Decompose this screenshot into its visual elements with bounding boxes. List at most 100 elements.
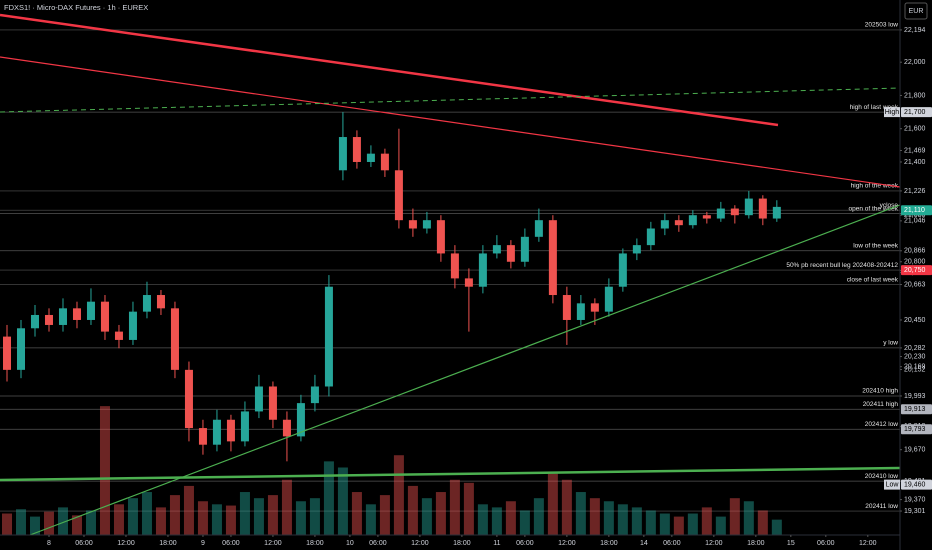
candle-body bbox=[492, 245, 501, 254]
y-tick-label: 20,800 bbox=[904, 259, 926, 266]
price-badge-label: 21,700 bbox=[904, 109, 926, 116]
volume-bar bbox=[295, 501, 306, 535]
volume-bar bbox=[197, 501, 208, 535]
y-tick-label: 20,663 bbox=[904, 281, 926, 288]
y-tick-label: 21,800 bbox=[904, 92, 926, 99]
x-tick-label: 12:00 bbox=[117, 540, 135, 547]
x-tick-label: 8 bbox=[47, 540, 51, 547]
volume-bar bbox=[57, 507, 68, 535]
volume-bar bbox=[71, 515, 82, 535]
level-label: 50% pb recent bull leg 202408-202412 bbox=[786, 262, 898, 269]
x-tick-label: 9 bbox=[201, 540, 205, 547]
price-badge-label: 19,460 bbox=[904, 481, 926, 488]
volume-bar bbox=[225, 505, 236, 535]
volume-bar bbox=[127, 498, 138, 535]
candle-body bbox=[16, 328, 25, 370]
price-badge bbox=[901, 424, 932, 435]
y-tick-label: 19,993 bbox=[904, 393, 926, 400]
volume-bar bbox=[1, 513, 12, 535]
volume-pane bbox=[1, 406, 782, 535]
level-label: close of last week bbox=[847, 276, 899, 283]
volume-bar bbox=[183, 485, 194, 535]
y-tick-label: 20,230 bbox=[904, 353, 926, 360]
x-tick-label: 18:00 bbox=[306, 540, 324, 547]
candle-body bbox=[226, 419, 235, 442]
volume-bar bbox=[267, 495, 278, 535]
volume-bar bbox=[715, 516, 726, 535]
volume-bar bbox=[337, 467, 348, 535]
price-badge bbox=[901, 404, 932, 415]
candle-body bbox=[548, 220, 557, 296]
volume-bar bbox=[85, 510, 96, 535]
y-tick-label: 21,046 bbox=[904, 218, 926, 225]
volume-bar bbox=[505, 501, 516, 535]
volume-bar bbox=[141, 492, 152, 535]
volume-bar bbox=[253, 498, 264, 535]
badge-tag: High bbox=[885, 109, 900, 116]
volume-bar bbox=[701, 507, 712, 535]
candle-body bbox=[408, 220, 417, 229]
volume-bar bbox=[645, 510, 656, 535]
currency[interactable]: EUR bbox=[909, 8, 924, 15]
price-badge-label: 21,110 bbox=[904, 207, 925, 214]
volume-bar bbox=[589, 498, 600, 535]
price-badge-label: 20,750 bbox=[904, 267, 926, 274]
level-label: yclose bbox=[880, 202, 899, 209]
volume-bar bbox=[491, 507, 502, 535]
y-tick-label: 20,450 bbox=[904, 317, 926, 324]
candle-body bbox=[618, 253, 627, 287]
x-tick-label: 06:00 bbox=[222, 540, 240, 547]
price-badge-label: 19,913 bbox=[904, 406, 926, 413]
candle-body bbox=[30, 314, 39, 329]
volume-bar bbox=[631, 507, 642, 535]
volume-bar bbox=[603, 501, 614, 535]
candle-body bbox=[156, 295, 165, 309]
candle-body bbox=[142, 295, 151, 312]
candle-body bbox=[100, 301, 109, 332]
currency-button[interactable] bbox=[904, 2, 928, 20]
x-tick-label: 06:00 bbox=[663, 540, 681, 547]
x-tick-label: 18:00 bbox=[747, 540, 765, 547]
volume-bar bbox=[365, 504, 376, 535]
chart-title: FDXS1! · Micro-DAX Futures · 1h · EUREX bbox=[4, 3, 148, 12]
volume-bar bbox=[421, 498, 432, 535]
candle-body bbox=[44, 314, 53, 325]
candle-body bbox=[688, 215, 697, 226]
candle-body bbox=[450, 253, 459, 279]
level-label: 202503 low bbox=[865, 22, 899, 29]
volume-bar bbox=[687, 513, 698, 535]
volume-bar bbox=[743, 501, 754, 535]
volume-bar bbox=[463, 482, 474, 535]
candle-body bbox=[576, 303, 585, 320]
y-tick-label: 21,600 bbox=[904, 126, 926, 133]
volume-bar bbox=[659, 513, 670, 535]
x-tick-label: 14 bbox=[640, 540, 648, 547]
candle-body bbox=[772, 206, 781, 219]
y-tick-label: 20,152 bbox=[904, 366, 926, 373]
volume-bar bbox=[393, 455, 404, 535]
candle-body bbox=[72, 308, 81, 320]
candle-body bbox=[520, 236, 529, 262]
candle-body bbox=[324, 286, 333, 387]
level-label: 202412 low bbox=[865, 421, 899, 428]
x-tick-label: 12:00 bbox=[411, 540, 429, 547]
candle-body bbox=[58, 308, 67, 325]
volume-bar bbox=[729, 498, 740, 535]
levels: 202503 low high of last week high of the w… bbox=[0, 22, 900, 512]
x-tick-label: 18:00 bbox=[600, 540, 618, 547]
candle-body bbox=[646, 228, 655, 246]
y-tick-label: 21,400 bbox=[904, 159, 926, 166]
volume-bar bbox=[99, 406, 110, 535]
candle-body bbox=[464, 278, 473, 287]
candle-body bbox=[240, 411, 249, 442]
candle-body bbox=[674, 220, 683, 226]
candle-body bbox=[660, 220, 669, 229]
trendline bbox=[0, 87, 901, 113]
price-badge bbox=[901, 107, 932, 118]
candle-body bbox=[114, 331, 123, 340]
level-label: high of the week bbox=[851, 183, 899, 190]
x-tick-label: 10 bbox=[346, 540, 354, 547]
volume-bar bbox=[771, 519, 782, 535]
x-tick-label: 06:00 bbox=[369, 540, 387, 547]
